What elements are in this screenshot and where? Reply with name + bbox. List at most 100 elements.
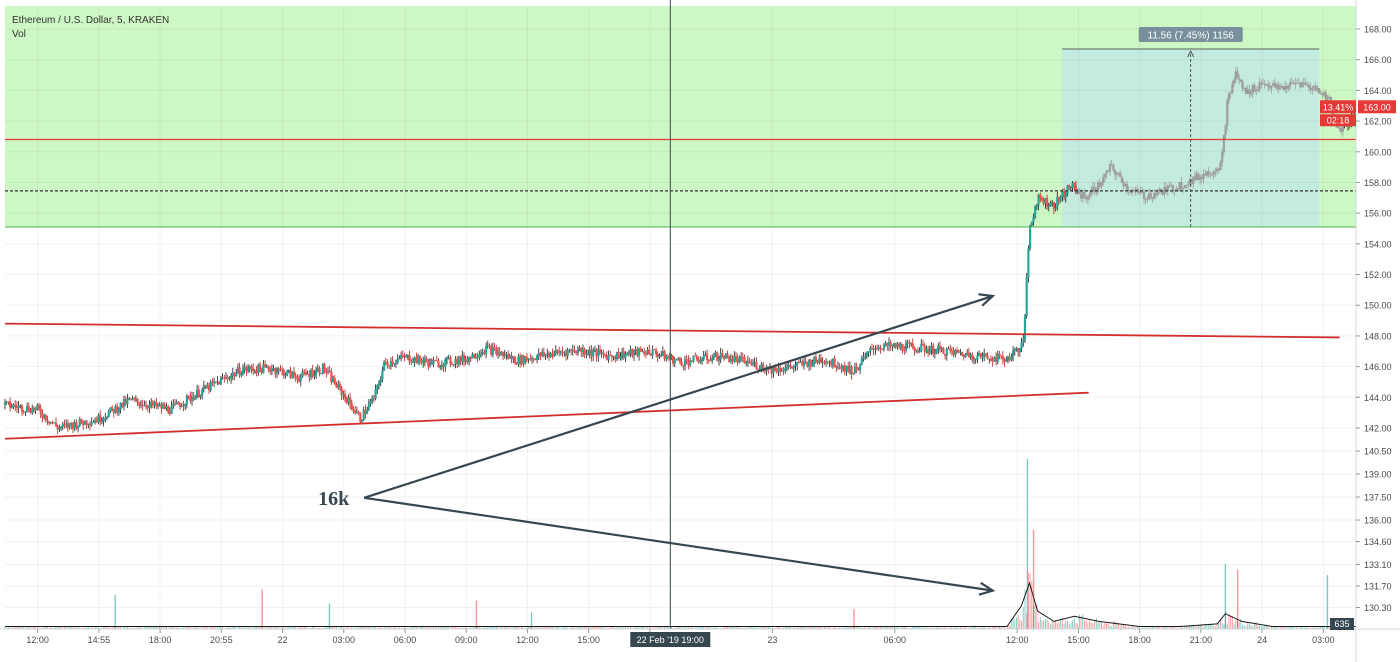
symbol-title[interactable]: Ethereum / U.S. Dollar, 5, KRAKEN [12, 15, 170, 26]
candle-body [505, 354, 508, 356]
candle-body [816, 360, 819, 363]
candle-body [568, 349, 571, 351]
candle-body [1168, 185, 1171, 187]
candle-body [1336, 126, 1339, 128]
candle-body [818, 358, 821, 363]
candle-body [449, 357, 452, 364]
candle-body [1314, 85, 1317, 91]
candle-body [243, 366, 246, 370]
candle-body [309, 369, 313, 377]
candle-body [603, 354, 607, 356]
candle-body [212, 381, 216, 384]
candle-body [476, 357, 479, 359]
candle-body [620, 351, 624, 357]
candle-body [31, 407, 34, 413]
candle-body [1181, 188, 1185, 190]
y-tick-label: 162.00 [1364, 117, 1392, 127]
candle-body [156, 405, 160, 407]
candle-body [479, 354, 483, 355]
candle-body [763, 369, 766, 372]
candle-body [724, 353, 727, 359]
candle-body [192, 397, 195, 400]
candle-body [848, 366, 851, 372]
candle-body [643, 351, 646, 354]
candle-body [141, 404, 144, 407]
candle-body [12, 404, 15, 407]
candle-body [671, 355, 675, 364]
candle-body [1209, 174, 1212, 176]
candle-body [546, 353, 549, 355]
candle-body [1090, 189, 1093, 195]
candle-body [1144, 198, 1147, 200]
candle-body [542, 352, 545, 357]
candle-body [148, 404, 151, 408]
candle-body [1125, 183, 1129, 190]
y-tick-label: 164.00 [1364, 86, 1392, 96]
candle-body [416, 355, 420, 363]
candle-body [1285, 85, 1288, 89]
candle-body [1232, 80, 1236, 84]
candle-body [313, 375, 316, 377]
candle-body [665, 356, 668, 360]
candle-body [522, 355, 525, 364]
candle-body [741, 356, 744, 358]
candle-body [1290, 82, 1293, 83]
candle-body [306, 374, 309, 375]
candle-body [110, 407, 114, 409]
candle-body [189, 395, 192, 401]
candle-body [564, 352, 568, 356]
candle-body [456, 359, 459, 365]
candle-body [296, 376, 299, 380]
candle-body [365, 410, 369, 414]
candle-body [819, 358, 823, 363]
annotation-arrow-volume [364, 496, 993, 592]
candle-body [1166, 186, 1169, 192]
candle-body [172, 403, 175, 406]
candle-body [54, 422, 58, 427]
volume-moving-average [5, 581, 1356, 627]
candle-body [1192, 176, 1195, 185]
candle-body [976, 355, 979, 360]
candle-body [138, 402, 141, 406]
candle-body [1183, 185, 1186, 189]
candle-body [415, 357, 418, 363]
candle-body [762, 364, 765, 370]
y-tick-label: 152.00 [1364, 270, 1392, 280]
candle-body [971, 354, 974, 360]
candle-body [1068, 185, 1071, 188]
candle-body [1074, 186, 1078, 193]
candle-body [359, 413, 362, 422]
candle-body [835, 367, 838, 369]
measure-label-bg [1138, 26, 1243, 42]
x-tick-label: 22 [278, 635, 288, 645]
candle-body [495, 348, 498, 355]
candle-body [48, 421, 51, 424]
candle-body [481, 351, 484, 355]
candle-body [711, 357, 714, 362]
candle-body [745, 362, 748, 364]
candle-body [14, 404, 17, 407]
volume-indicator-label[interactable]: Vol [12, 29, 26, 40]
candle-body [930, 345, 933, 351]
candle-body [915, 350, 918, 352]
candle-body [799, 361, 802, 363]
y-tick-label: 158.00 [1364, 178, 1392, 188]
candle-body [301, 371, 304, 377]
candle-body [646, 349, 649, 355]
drawing-layer[interactable] [4, 0, 1356, 629]
candle-body [855, 366, 858, 370]
candle-body [699, 360, 702, 363]
candle-body [355, 411, 358, 413]
candle-body [705, 353, 709, 360]
candle-body [824, 361, 828, 364]
candle-body [377, 382, 381, 385]
candle-body [694, 355, 697, 357]
candle-body [790, 366, 794, 369]
candle-body [1198, 176, 1202, 180]
candle-body [952, 350, 955, 356]
candle-body [1091, 187, 1095, 190]
candle-body [1054, 207, 1057, 209]
candle-body [88, 424, 92, 426]
